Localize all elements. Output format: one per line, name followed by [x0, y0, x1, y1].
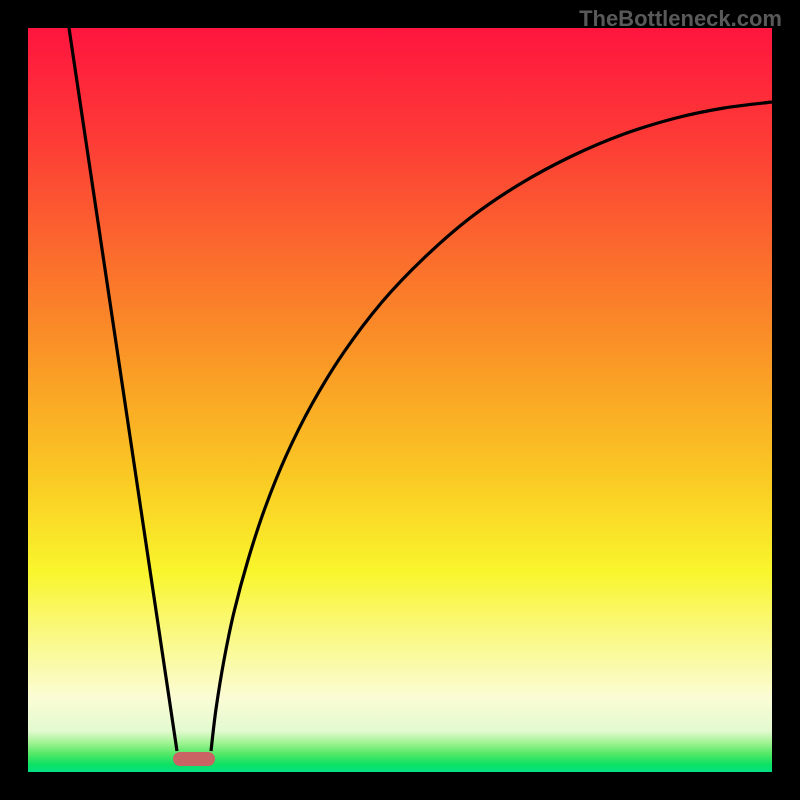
- watermark-text: TheBottleneck.com: [579, 6, 782, 32]
- bottleneck-chart: TheBottleneck.com: [0, 0, 800, 800]
- minimum-marker: [173, 752, 215, 766]
- plot-background: [28, 28, 772, 772]
- chart-svg: [0, 0, 800, 800]
